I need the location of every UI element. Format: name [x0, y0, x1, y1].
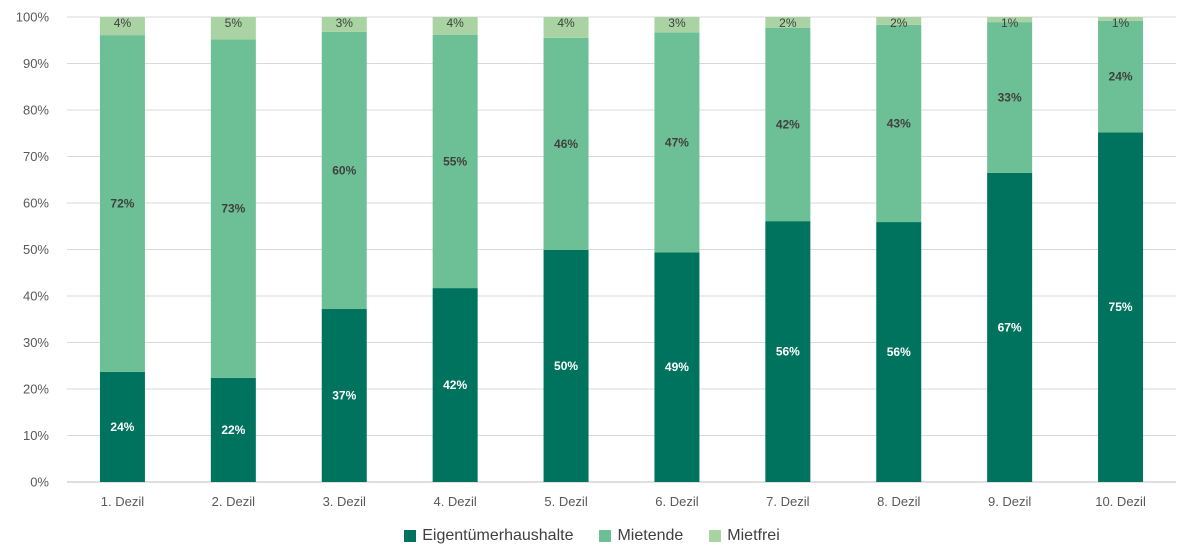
bar-segment [99, 371, 145, 482]
y-tick-label: 50% [23, 242, 49, 257]
data-label: 60% [332, 163, 356, 177]
x-tick-label: 9. Dezil [988, 494, 1031, 509]
data-label: 5% [225, 16, 243, 30]
bar-segment [210, 377, 256, 482]
data-label: 43% [887, 116, 911, 130]
bar-segment [99, 35, 145, 372]
data-label: 42% [776, 117, 800, 131]
data-label: 3% [336, 16, 354, 30]
data-label: 2% [779, 16, 797, 30]
legend-swatch-eigentuemerhaushalte [404, 530, 417, 542]
data-label: 55% [443, 154, 467, 168]
legend-swatch-mietende [599, 530, 612, 542]
data-label: 4% [557, 16, 575, 30]
legend: Eigentümerhaushalte Mietende Mietfrei [0, 527, 1184, 545]
y-tick-label: 20% [23, 382, 49, 397]
data-label: 24% [110, 420, 134, 434]
bar-segment [876, 24, 922, 223]
data-label: 1% [1001, 16, 1019, 30]
y-tick-label: 80% [23, 103, 49, 118]
data-label: 1% [1112, 16, 1130, 30]
data-label: 42% [443, 378, 467, 392]
legend-label-mietende: Mietende [617, 527, 684, 544]
bar-segment [765, 27, 811, 222]
data-label: 33% [998, 90, 1022, 104]
data-label: 56% [887, 345, 911, 359]
data-label: 67% [998, 320, 1022, 334]
legend-item-mietfrei: Mietfrei [709, 527, 780, 545]
y-tick-label: 30% [23, 335, 49, 350]
bar-segment [543, 249, 589, 482]
bar-segment [987, 172, 1033, 482]
data-label: 3% [668, 16, 686, 30]
bar-segment [987, 17, 1033, 23]
bar-segment [1098, 17, 1144, 21]
bar-segment [654, 252, 700, 482]
y-tick-label: 60% [23, 196, 49, 211]
x-tick-label: 1. Dezil [101, 494, 144, 509]
bar-segment [1098, 132, 1144, 482]
bar-segment [321, 31, 367, 310]
bar-segment [654, 17, 700, 33]
y-tick-label: 10% [23, 428, 49, 443]
data-label: 46% [554, 137, 578, 151]
data-label: 75% [1109, 300, 1133, 314]
bar-segment [432, 288, 478, 482]
bar-segment [987, 22, 1033, 173]
x-tick-label: 7. Dezil [766, 494, 809, 509]
legend-label-eigentuemerhaushalte: Eigentümerhaushalte [422, 527, 574, 544]
data-label: 50% [554, 359, 578, 373]
stacked-bar-chart: 0% 10% 20% 30% 40% 50% 60% 70% 80% 90% 100% 24% 72% 4… [16, 10, 1176, 509]
data-label: 47% [665, 135, 689, 149]
bar-segment [543, 37, 589, 250]
bar-segment [765, 17, 811, 28]
data-label: 22% [221, 423, 245, 437]
y-tick-label: 90% [23, 56, 49, 71]
data-label: 73% [221, 202, 245, 216]
bar-segment [432, 17, 478, 35]
bar-segment [432, 34, 478, 289]
x-tick-label: 5. Dezil [544, 494, 587, 509]
y-tick-label: 40% [23, 289, 49, 304]
x-tick-label: 3. Dezil [323, 494, 366, 509]
bar-segment [543, 17, 589, 38]
y-tick-label: 0% [30, 475, 49, 490]
bar-segment [654, 32, 700, 253]
legend-label-mietfrei: Mietfrei [727, 527, 780, 544]
x-tick-label: 6. Dezil [655, 494, 698, 509]
data-label: 49% [665, 360, 689, 374]
bar-segment [321, 309, 367, 482]
bar-segment [876, 17, 922, 25]
data-label: 56% [776, 345, 800, 359]
data-label: 37% [332, 389, 356, 403]
x-tick-label: 4. Dezil [433, 494, 476, 509]
legend-item-eigentuemerhaushalte: Eigentümerhaushalte [404, 527, 573, 545]
bar-segment [321, 17, 367, 32]
bar-segment [765, 221, 811, 482]
x-tick-label: 10. Dezil [1095, 494, 1146, 509]
data-label: 4% [114, 16, 132, 30]
y-tick-label: 100% [16, 10, 50, 25]
data-label: 24% [1109, 70, 1133, 84]
data-label: 4% [446, 16, 464, 30]
legend-item-mietende: Mietende [599, 527, 683, 545]
bar-segment [876, 222, 922, 482]
x-tick-label: 2. Dezil [212, 494, 255, 509]
y-tick-label: 70% [23, 149, 49, 164]
bar-segment [1098, 20, 1144, 133]
x-tick-label: 8. Dezil [877, 494, 920, 509]
bar-segment [99, 17, 145, 36]
data-label: 72% [110, 196, 134, 210]
bar-segment [210, 39, 256, 378]
legend-swatch-mietfrei [709, 530, 722, 542]
bar-segment [210, 17, 256, 40]
data-label: 2% [890, 16, 908, 30]
